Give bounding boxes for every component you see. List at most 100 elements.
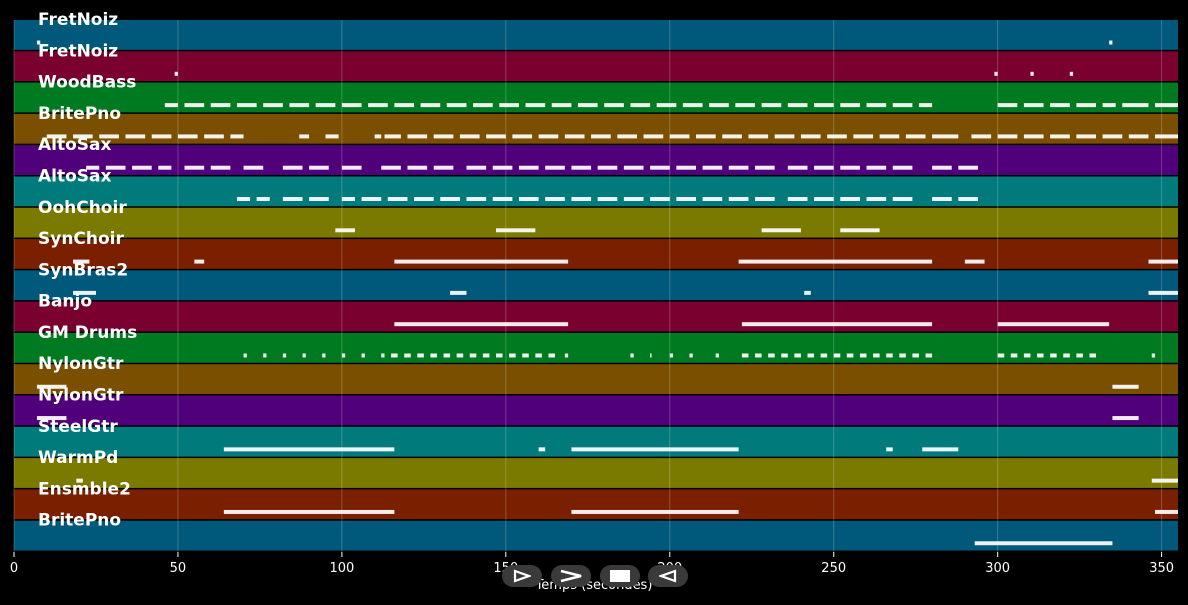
tick-label: 100 bbox=[329, 561, 354, 576]
note bbox=[922, 447, 959, 452]
rewind-button[interactable] bbox=[648, 565, 688, 587]
note bbox=[715, 353, 719, 358]
note bbox=[1155, 103, 1178, 108]
note bbox=[177, 134, 198, 139]
note bbox=[256, 197, 270, 202]
track-row bbox=[14, 270, 1178, 301]
track-row bbox=[14, 239, 1178, 269]
stop-button[interactable] bbox=[600, 565, 640, 587]
note bbox=[787, 165, 808, 170]
note bbox=[446, 103, 467, 108]
note bbox=[158, 165, 172, 170]
note bbox=[456, 353, 464, 358]
note bbox=[341, 103, 362, 108]
note bbox=[774, 134, 795, 139]
note bbox=[243, 353, 247, 358]
track-row bbox=[14, 301, 1178, 332]
note bbox=[755, 353, 762, 358]
track-label: WarmPd bbox=[38, 448, 118, 468]
tick-label: 300 bbox=[985, 561, 1010, 576]
note bbox=[886, 353, 893, 358]
tick-label: 50 bbox=[170, 561, 187, 576]
track-label: BritePno bbox=[38, 104, 121, 124]
note bbox=[325, 134, 339, 139]
note bbox=[223, 447, 395, 452]
note bbox=[361, 197, 382, 202]
note bbox=[958, 165, 978, 170]
note bbox=[689, 353, 693, 358]
note bbox=[499, 103, 519, 108]
note bbox=[263, 103, 283, 108]
track-row bbox=[14, 20, 1178, 50]
note bbox=[702, 197, 723, 202]
track-row bbox=[14, 426, 1178, 457]
stop-icon bbox=[610, 570, 630, 582]
note bbox=[781, 353, 788, 358]
note bbox=[768, 353, 775, 358]
note bbox=[846, 353, 854, 358]
track-label: OohChoir bbox=[38, 198, 127, 218]
note bbox=[394, 259, 569, 264]
note bbox=[630, 353, 634, 358]
note bbox=[407, 134, 428, 139]
note bbox=[833, 353, 841, 358]
note bbox=[473, 103, 493, 108]
note bbox=[571, 447, 739, 452]
note bbox=[509, 353, 516, 358]
note bbox=[814, 103, 834, 108]
note bbox=[676, 165, 697, 170]
note bbox=[958, 197, 978, 202]
note bbox=[394, 103, 415, 108]
note bbox=[748, 134, 769, 139]
track-row bbox=[14, 364, 1178, 395]
track-label: SynChoir bbox=[38, 229, 125, 249]
note bbox=[164, 103, 178, 108]
note bbox=[820, 353, 828, 358]
note bbox=[866, 197, 887, 202]
note bbox=[1102, 103, 1116, 108]
track-row bbox=[14, 51, 1178, 82]
note bbox=[814, 197, 834, 202]
note bbox=[420, 103, 441, 108]
note bbox=[204, 134, 224, 139]
track-row bbox=[14, 145, 1178, 175]
forward-button[interactable] bbox=[551, 565, 591, 587]
note bbox=[512, 134, 533, 139]
note bbox=[381, 353, 385, 358]
note bbox=[604, 103, 624, 108]
note bbox=[391, 353, 398, 358]
note bbox=[761, 228, 801, 233]
note bbox=[997, 134, 1018, 139]
note bbox=[184, 103, 205, 108]
note bbox=[335, 228, 356, 233]
note bbox=[650, 197, 670, 202]
note bbox=[299, 134, 310, 139]
note bbox=[384, 134, 401, 139]
note bbox=[597, 165, 618, 170]
note bbox=[1010, 353, 1018, 358]
note bbox=[1112, 384, 1139, 389]
note bbox=[1023, 353, 1031, 358]
track-row bbox=[14, 332, 1178, 363]
note bbox=[36, 416, 67, 421]
note bbox=[886, 447, 893, 452]
note bbox=[892, 103, 913, 108]
note bbox=[741, 353, 749, 358]
note bbox=[518, 165, 539, 170]
track-row bbox=[14, 520, 1178, 551]
note bbox=[341, 197, 356, 202]
track-row bbox=[14, 176, 1178, 207]
note bbox=[840, 103, 860, 108]
note bbox=[495, 228, 536, 233]
note bbox=[840, 165, 860, 170]
note bbox=[1109, 40, 1113, 45]
play-button[interactable] bbox=[502, 565, 542, 587]
note bbox=[466, 165, 487, 170]
note bbox=[282, 197, 303, 202]
note bbox=[1155, 134, 1178, 139]
note bbox=[548, 353, 556, 358]
note bbox=[1102, 134, 1123, 139]
note bbox=[597, 197, 618, 202]
note bbox=[807, 353, 815, 358]
